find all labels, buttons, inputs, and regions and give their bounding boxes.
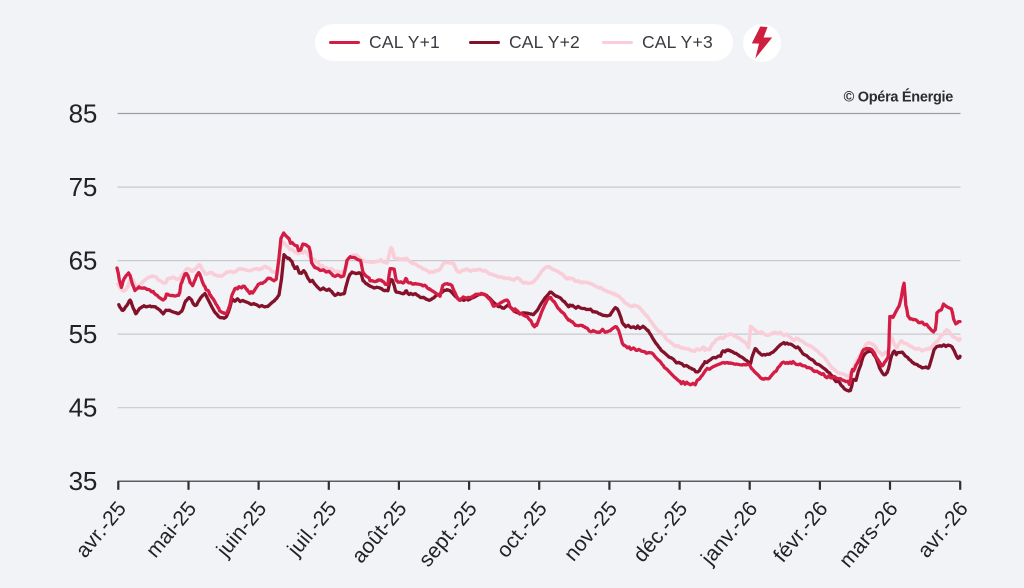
svg-text:avr.-26: avr.-26 bbox=[913, 497, 973, 562]
svg-text:65: 65 bbox=[69, 246, 97, 276]
svg-text:août-25: août-25 bbox=[347, 497, 411, 567]
svg-text:35: 35 bbox=[69, 466, 97, 496]
svg-text:juil.-25: juil.-25 bbox=[283, 497, 342, 561]
svg-text:juin-25: juin-25 bbox=[212, 497, 272, 562]
svg-text:oct.-25: oct.-25 bbox=[492, 497, 552, 562]
svg-text:févr.-26: févr.-26 bbox=[769, 497, 833, 567]
svg-text:nov.-25: nov.-25 bbox=[560, 497, 623, 565]
svg-text:45: 45 bbox=[69, 393, 97, 423]
svg-text:55: 55 bbox=[69, 319, 97, 349]
svg-text:sept.-25: sept.-25 bbox=[415, 497, 482, 571]
svg-text:75: 75 bbox=[69, 172, 97, 202]
svg-text:déc.-25: déc.-25 bbox=[629, 497, 693, 567]
svg-text:© Opéra Énergie: © Opéra Énergie bbox=[844, 89, 954, 106]
svg-text:mars-26: mars-26 bbox=[835, 497, 903, 572]
svg-text:avr.-25: avr.-25 bbox=[71, 497, 131, 562]
svg-text:mai-25: mai-25 bbox=[142, 497, 202, 562]
svg-text:85: 85 bbox=[69, 99, 97, 129]
svg-text:janv.-26: janv.-26 bbox=[696, 497, 762, 570]
